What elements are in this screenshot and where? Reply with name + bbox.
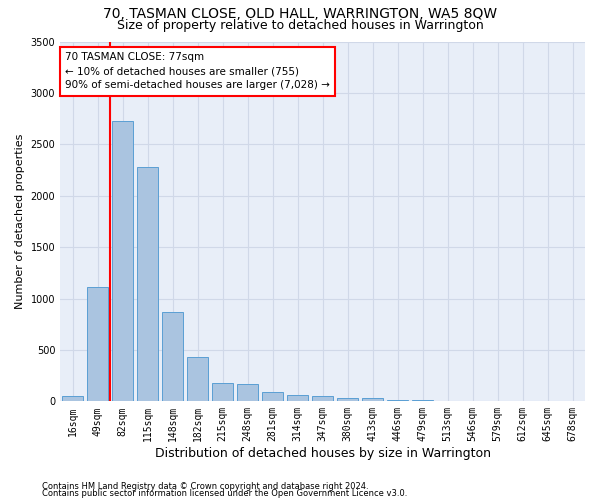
Text: Contains public sector information licensed under the Open Government Licence v3: Contains public sector information licen… xyxy=(42,490,407,498)
Text: Size of property relative to detached houses in Warrington: Size of property relative to detached ho… xyxy=(116,19,484,32)
Bar xyxy=(137,167,158,402)
Bar xyxy=(112,120,133,402)
Bar xyxy=(87,287,108,402)
Bar xyxy=(362,398,383,402)
Text: Contains HM Land Registry data © Crown copyright and database right 2024.: Contains HM Land Registry data © Crown c… xyxy=(42,482,368,491)
Bar xyxy=(387,400,408,402)
Text: 70 TASMAN CLOSE: 77sqm
← 10% of detached houses are smaller (755)
90% of semi-de: 70 TASMAN CLOSE: 77sqm ← 10% of detached… xyxy=(65,52,330,90)
Bar xyxy=(412,400,433,402)
Bar xyxy=(62,396,83,402)
Text: 70, TASMAN CLOSE, OLD HALL, WARRINGTON, WA5 8QW: 70, TASMAN CLOSE, OLD HALL, WARRINGTON, … xyxy=(103,8,497,22)
Bar xyxy=(187,357,208,402)
Bar xyxy=(287,395,308,402)
X-axis label: Distribution of detached houses by size in Warrington: Distribution of detached houses by size … xyxy=(155,447,491,460)
Bar xyxy=(312,396,333,402)
Y-axis label: Number of detached properties: Number of detached properties xyxy=(15,134,25,309)
Bar xyxy=(212,384,233,402)
Bar xyxy=(237,384,258,402)
Bar xyxy=(337,398,358,402)
Bar xyxy=(262,392,283,402)
Bar xyxy=(162,312,183,402)
